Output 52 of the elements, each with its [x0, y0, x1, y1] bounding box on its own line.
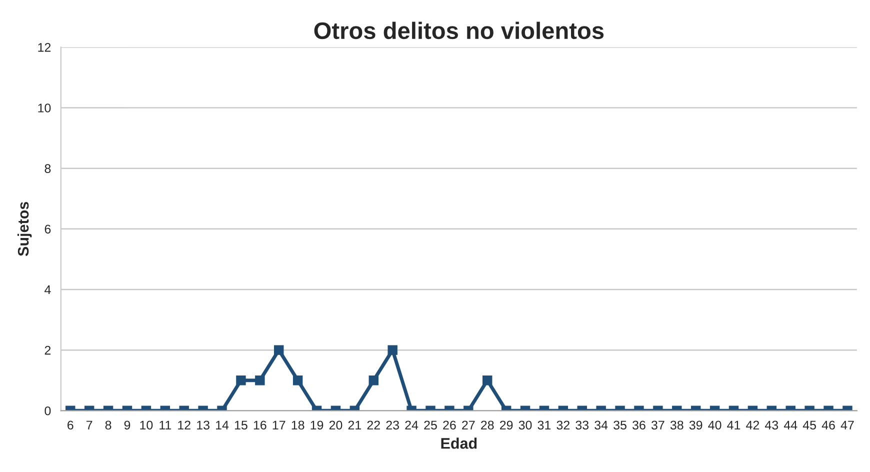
- x-tick-label: 29: [500, 420, 513, 430]
- y-tick-label: 8: [44, 164, 51, 173]
- x-tick-label: 44: [784, 420, 798, 430]
- x-tick-label: 7: [86, 420, 92, 430]
- x-tick-label: 32: [556, 420, 570, 430]
- x-tick-label: 25: [424, 420, 437, 430]
- x-tick-label: 23: [386, 420, 399, 430]
- x-tick-label: 40: [708, 420, 722, 430]
- x-tick-label: 43: [764, 420, 778, 430]
- x-tick-label: 10: [140, 420, 153, 430]
- x-tick-label: 17: [272, 420, 286, 430]
- chart-title: Otros delitos no violentos: [314, 22, 604, 40]
- y-tick-label: 4: [44, 285, 51, 294]
- x-tick-label: 28: [481, 420, 494, 430]
- x-tick-label: 11: [160, 420, 172, 430]
- x-tick-label: 46: [822, 420, 835, 430]
- x-tick-label: 12: [178, 420, 190, 430]
- x-tick-label: 41: [727, 420, 740, 430]
- x-tick-label: 42: [746, 420, 760, 430]
- x-tick-label: 39: [689, 420, 702, 430]
- x-tick-label: 33: [576, 420, 589, 430]
- x-tick-label: 45: [802, 420, 816, 430]
- x-tick-label: 16: [254, 420, 266, 430]
- x-tick-label: 6: [68, 420, 74, 430]
- x-tick-label: 22: [367, 420, 380, 430]
- x-tick-label: 34: [594, 420, 608, 430]
- x-tick-label: 36: [632, 420, 646, 430]
- y-tick-label: 6: [44, 224, 51, 234]
- x-tick-label: 24: [405, 420, 418, 430]
- y-tick-label: 12: [38, 43, 51, 52]
- x-tick-label: 31: [538, 420, 551, 430]
- x-tick-label: 21: [348, 420, 362, 430]
- y-tick-label: 10: [38, 104, 51, 112]
- x-tick-label: 14: [216, 420, 229, 430]
- x-tick-label: 13: [197, 420, 210, 430]
- y-tick-label: 0: [44, 406, 51, 416]
- x-tick-label: 26: [443, 420, 456, 430]
- x-tick-label: 20: [329, 420, 342, 430]
- x-tick-label: 35: [614, 420, 626, 430]
- x-tick-label: 47: [840, 420, 854, 430]
- y-axis-title: Sujetos: [17, 202, 32, 256]
- x-tick-label: 9: [124, 420, 130, 430]
- x-tick-label: 8: [105, 420, 112, 430]
- x-tick-label: 15: [234, 420, 248, 430]
- x-tick-label: 19: [310, 420, 324, 430]
- x-tick-label: 18: [292, 420, 304, 430]
- x-tick-label: 27: [462, 420, 475, 430]
- x-axis-title: Edad: [441, 438, 477, 449]
- y-tick-label: 2: [44, 346, 51, 355]
- x-tick-label: 37: [651, 420, 664, 430]
- x-tick-label: 30: [518, 420, 532, 430]
- x-tick-label: 38: [670, 420, 684, 430]
